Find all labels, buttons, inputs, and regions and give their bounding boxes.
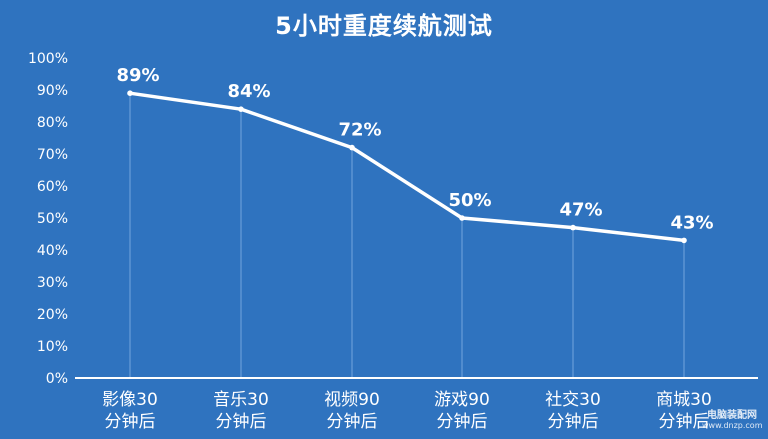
y-tick-label: 50% bbox=[37, 211, 68, 227]
watermark-title: 电脑装配网 bbox=[707, 410, 757, 421]
data-point bbox=[349, 144, 355, 151]
chart-title: 5小时重度续航测试 bbox=[275, 12, 493, 40]
series-line bbox=[128, 91, 686, 243]
y-tick-label: 60% bbox=[37, 179, 68, 195]
y-tick-label: 0% bbox=[46, 371, 68, 387]
x-tick-label: 分钟后 bbox=[659, 412, 710, 432]
data-point bbox=[459, 215, 465, 221]
data-label: 43% bbox=[670, 212, 713, 233]
data-label: 47% bbox=[559, 200, 602, 221]
data-point bbox=[127, 90, 133, 96]
watermark-url: www.dnzp.com bbox=[702, 421, 763, 430]
y-tick-label: 40% bbox=[37, 243, 68, 259]
y-tick-label: 80% bbox=[37, 115, 68, 131]
y-tick-label: 10% bbox=[37, 339, 68, 355]
data-point bbox=[681, 237, 687, 244]
y-tick-label: 20% bbox=[37, 307, 68, 323]
x-tick-label: 分钟后 bbox=[105, 412, 156, 432]
x-tick-label: 分钟后 bbox=[327, 412, 378, 432]
data-point bbox=[238, 106, 244, 112]
data-point bbox=[570, 224, 576, 231]
data-label: 50% bbox=[448, 190, 491, 211]
x-tick-label: 社交30 bbox=[545, 390, 601, 410]
x-tick-label: 分钟后 bbox=[216, 412, 267, 432]
watermark: 电脑装配网 www.dnzp.com bbox=[702, 410, 763, 435]
x-tick-label: 影像30 bbox=[102, 390, 158, 410]
y-tick-label: 30% bbox=[37, 275, 68, 291]
x-tick-label: 游戏90 bbox=[434, 390, 490, 410]
x-tick-label: 音乐30 bbox=[213, 390, 269, 410]
x-tick-label: 分钟后 bbox=[548, 412, 599, 432]
y-tick-label: 70% bbox=[37, 147, 68, 163]
x-tick-label: 分钟后 bbox=[437, 412, 488, 432]
x-tick-label: 视频90 bbox=[324, 390, 380, 410]
data-label: 84% bbox=[227, 81, 270, 102]
x-tick-label: 商城30 bbox=[656, 390, 712, 410]
data-label: 89% bbox=[116, 65, 159, 86]
y-tick-label: 90% bbox=[37, 83, 68, 99]
data-label: 72% bbox=[338, 120, 381, 141]
y-tick-label: 100% bbox=[28, 51, 68, 67]
